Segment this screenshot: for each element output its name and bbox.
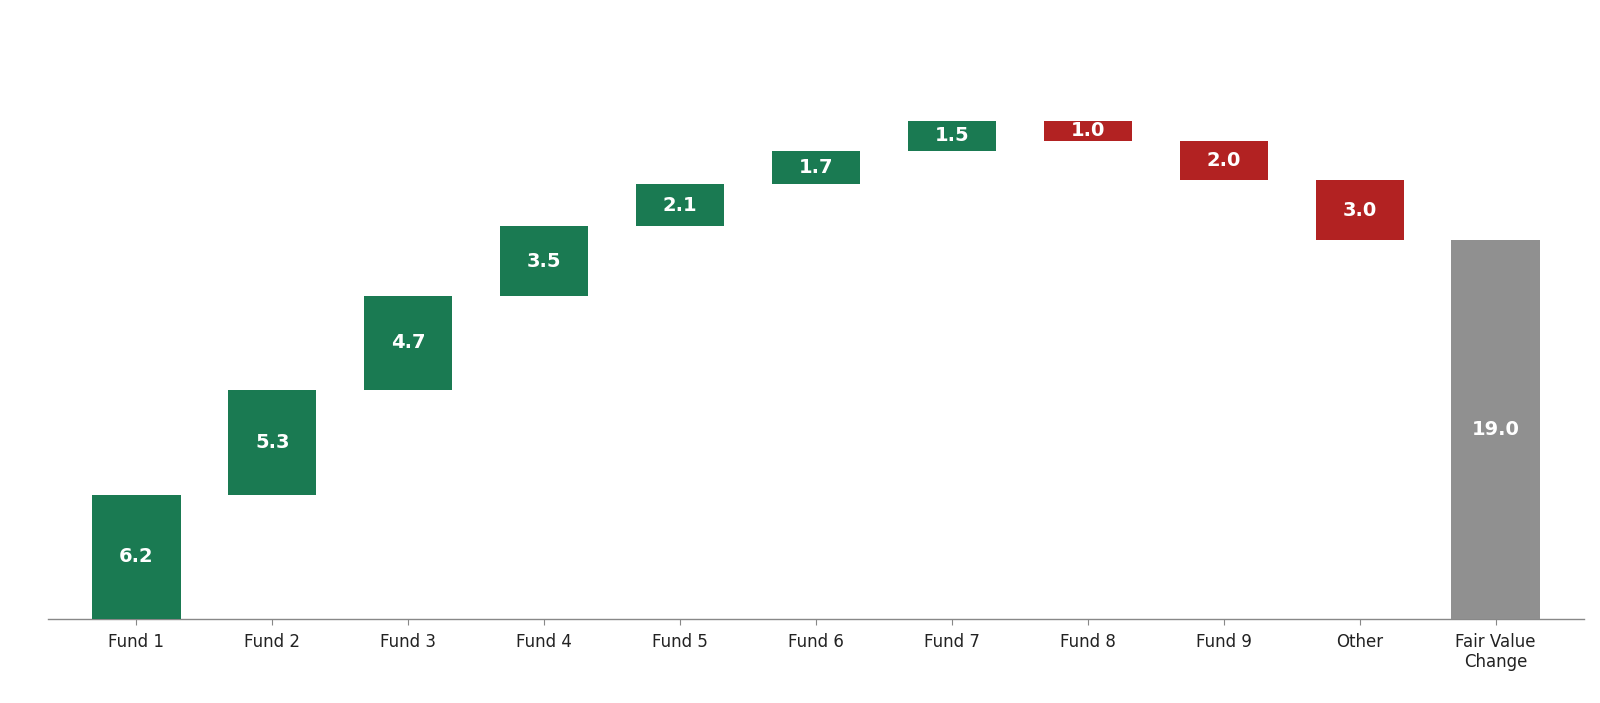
Text: 2.1: 2.1 <box>662 196 698 215</box>
Text: 4.7: 4.7 <box>390 333 426 352</box>
Text: 6.2: 6.2 <box>118 548 154 567</box>
Text: 1.0: 1.0 <box>1070 121 1106 140</box>
Bar <box>229 389 317 495</box>
Text: 2.0: 2.0 <box>1206 151 1242 170</box>
Text: 1.7: 1.7 <box>798 158 834 177</box>
Text: 1.5: 1.5 <box>934 126 970 145</box>
Bar <box>907 121 997 150</box>
Bar <box>93 495 181 619</box>
Bar <box>365 296 453 389</box>
Text: 3.0: 3.0 <box>1342 201 1378 220</box>
Bar <box>771 150 861 184</box>
Text: 3.5: 3.5 <box>526 252 562 271</box>
Bar <box>1315 181 1403 240</box>
Text: 5.3: 5.3 <box>254 433 290 452</box>
Bar <box>1043 121 1133 141</box>
Text: 19.0: 19.0 <box>1472 420 1520 439</box>
Bar <box>1451 240 1539 619</box>
Bar <box>635 184 725 226</box>
Bar <box>499 226 589 296</box>
Bar <box>1179 141 1267 181</box>
